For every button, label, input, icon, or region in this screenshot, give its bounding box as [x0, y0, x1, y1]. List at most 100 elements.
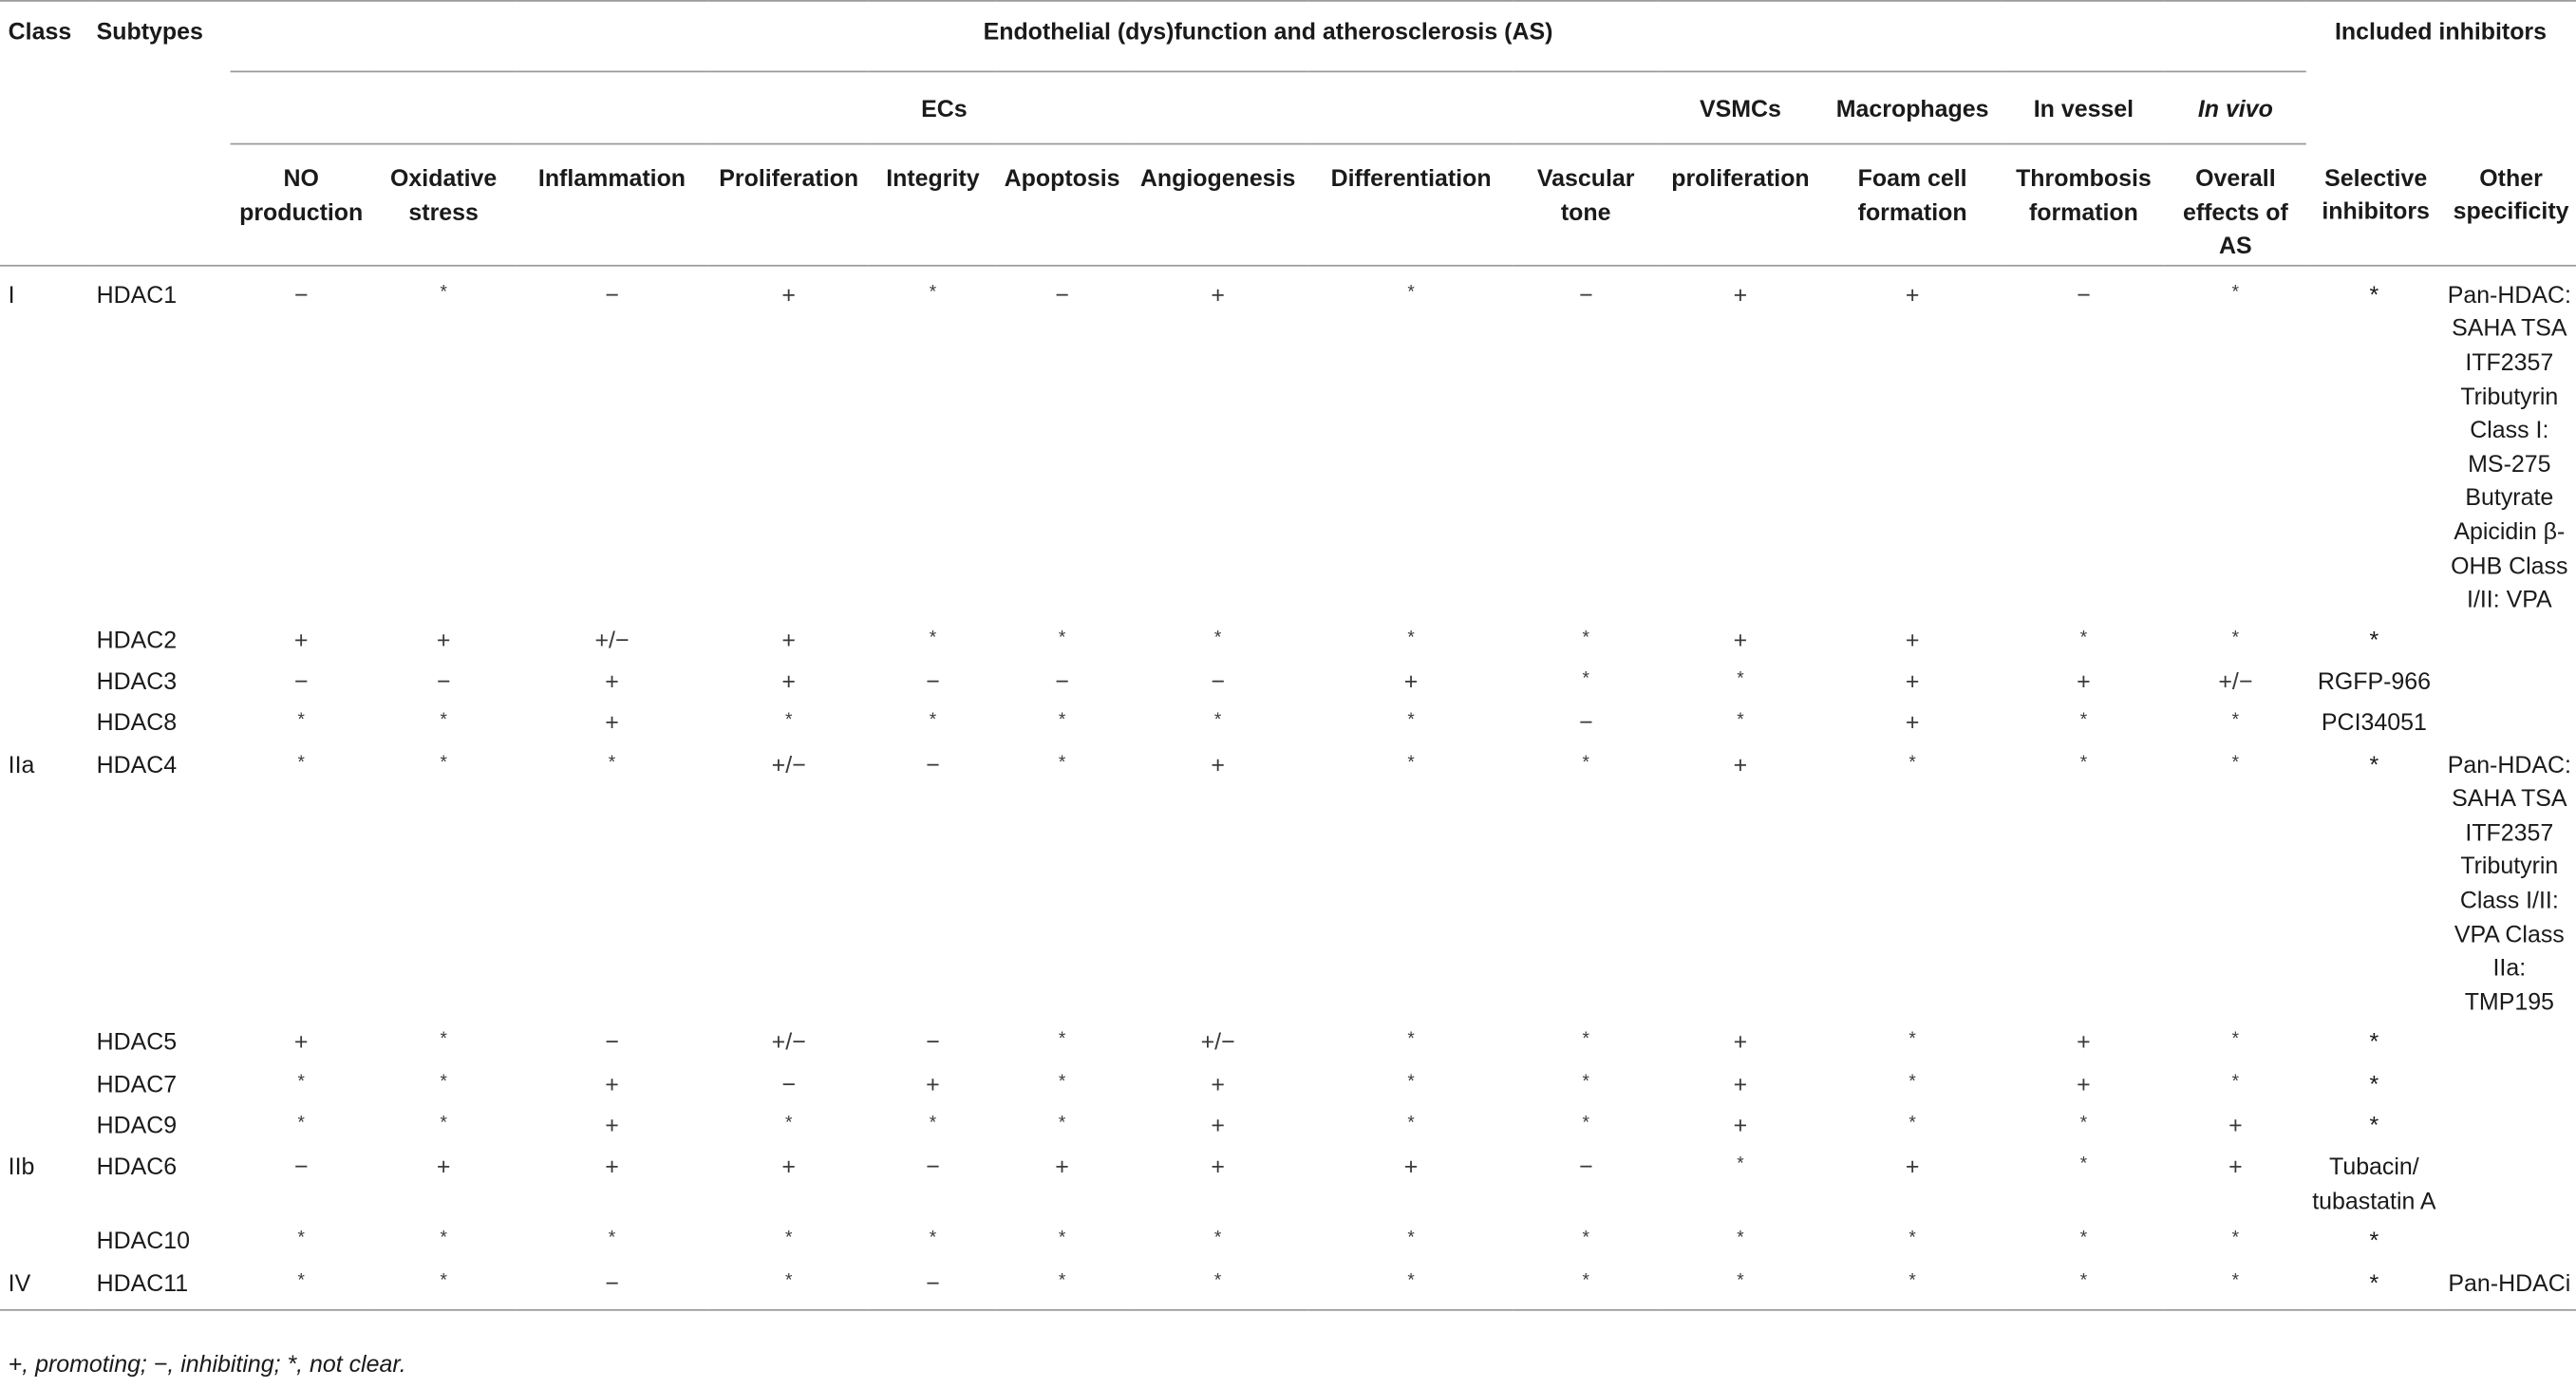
effect-cell: *	[371, 1267, 516, 1312]
class-cell	[0, 1026, 93, 1068]
subtype-cell: HDAC4	[96, 752, 178, 779]
effect-cell: *	[440, 1029, 447, 1050]
effect-cell: +	[1733, 1029, 1748, 1057]
effect-cell: *	[2231, 710, 2240, 731]
effect-cell: +/−	[771, 1029, 806, 1057]
column-header: Oxidative stress	[371, 143, 516, 267]
effect-cell: *	[929, 1229, 937, 1249]
effect-cell: +/−	[2218, 668, 2253, 696]
effect-cell: +	[605, 1071, 619, 1098]
effect-cell: *	[1307, 1267, 1514, 1312]
table-row: IIa HDAC4 * * * +/− − * + * * + * * * * Pan-HDAC: SAHA T…	[0, 749, 2576, 1026]
subtype-cell: HDAC2	[96, 627, 178, 654]
effect-cell: −	[1055, 282, 1069, 309]
class-cell	[0, 1068, 93, 1110]
effect-cell: *	[929, 710, 937, 731]
table-row: HDAC3 − − + + − − − + * * + + +/− RGFP-966	[0, 666, 2576, 707]
effect-cell: +	[781, 627, 796, 654]
selective-inhibitor-cell: *	[2369, 1071, 2379, 1098]
effect-cell: *	[2231, 1071, 2240, 1092]
subtype-cell: HDAC11	[93, 1267, 231, 1312]
effect-cell: *	[1908, 1029, 1916, 1050]
subtype-cell: HDAC7	[96, 1071, 178, 1098]
column-header: Differentiation	[1307, 143, 1514, 267]
effect-cell: *	[1908, 1229, 1916, 1249]
effect-cell: +	[1905, 1154, 1920, 1182]
column-header: Foam cell formation	[1823, 143, 2003, 267]
effect-cell: *	[784, 1113, 793, 1134]
class-cell	[0, 624, 93, 666]
in-vessel-header: In vessel	[2002, 71, 2166, 145]
col-class-header: Class	[0, 0, 94, 72]
effect-cell: *	[1213, 627, 1222, 647]
effect-cell: *	[440, 282, 447, 303]
subtype-cell: HDAC5	[96, 1029, 178, 1057]
effect-cell: *	[1407, 710, 1415, 731]
effect-cell: +	[1733, 1071, 1748, 1098]
effect-cell: *	[608, 1229, 616, 1249]
effect-cell: +	[2077, 1071, 2091, 1098]
vsmcs-header: VSMCs	[1657, 71, 1824, 145]
other-specificity-cell: Pan-HDAC: SAHA TSA ITF2357 Tributyrin Cl…	[2447, 282, 2571, 614]
effect-cell: *	[297, 1071, 305, 1092]
selective-inhibitor-cell: *	[2369, 1029, 2379, 1057]
effect-cell: *	[440, 752, 447, 773]
col-subtypes-header: Subtypes	[93, 0, 231, 72]
effect-cell: *	[2079, 627, 2088, 647]
effect-cell: *	[440, 1071, 447, 1092]
effect-cell: −	[926, 668, 940, 696]
selective-inhibitor-cell: *	[2369, 1113, 2379, 1140]
effect-cell: *	[1127, 1267, 1308, 1312]
effect-cell: −	[293, 668, 309, 696]
effect-cell: −	[1211, 668, 1225, 696]
effect-cell: +/−	[771, 752, 806, 779]
effect-cell: *	[1908, 752, 1916, 773]
effect-cell: +	[2077, 1029, 2091, 1057]
effect-cell: *	[784, 1229, 793, 1249]
effect-cell: *	[2165, 1267, 2306, 1312]
table-row: HDAC7 * * + − + * + * * + * + * *	[0, 1068, 2576, 1110]
subtype-cell: HDAC10	[96, 1229, 191, 1256]
effect-cell: *	[2002, 1267, 2166, 1312]
effect-cell: *	[2079, 710, 2088, 731]
subtype-cell: HDAC1	[96, 282, 178, 309]
selective-inhibitor-cell: RGFP-966	[2317, 668, 2431, 696]
effect-cell: −	[1055, 668, 1069, 696]
effect-cell: +	[1905, 627, 1920, 654]
table-row: I HDAC1 − * − + * − + * − + + − * * Pan-HDAC: SAHA TSA I…	[0, 265, 2576, 624]
effect-cell: *	[297, 752, 305, 773]
other-specificity-cell	[2446, 707, 2576, 749]
effect-cell: *	[440, 710, 447, 731]
effect-cell: *	[1058, 627, 1066, 647]
effect-cell: −	[2077, 282, 2091, 309]
group-title: Endothelial (dys)function and atheroscle…	[230, 0, 2306, 73]
effect-cell: *	[929, 1113, 937, 1134]
effect-cell: *	[1213, 1229, 1222, 1249]
selective-inhibitor-cell: *	[2369, 1229, 2379, 1256]
other-specificity-cell: Pan-HDAC: SAHA TSA ITF2357 Tributyrin Cl…	[2447, 752, 2571, 1017]
effect-cell: −	[436, 668, 451, 696]
effect-cell: +	[1733, 1113, 1748, 1140]
effect-cell: *	[1582, 1029, 1589, 1050]
effect-cell: −	[869, 1267, 997, 1312]
effect-cell: +	[1905, 668, 1920, 696]
effect-cell: *	[1407, 1029, 1415, 1050]
effect-cell: +	[1905, 282, 1920, 309]
effect-cell: +	[605, 1154, 619, 1182]
effect-cell: −	[926, 1154, 940, 1182]
subtype-cell: HDAC6	[96, 1154, 178, 1182]
class-cell	[0, 666, 93, 707]
class-cell	[0, 1226, 93, 1267]
effect-cell: *	[2231, 1229, 2240, 1249]
effect-cell: *	[1058, 1229, 1066, 1249]
class-cell: I	[8, 282, 15, 309]
effect-cell: *	[1407, 1071, 1415, 1092]
effect-cell: +	[436, 1154, 451, 1182]
effect-cell: *	[1908, 1071, 1916, 1092]
column-header: Inflammation	[515, 143, 709, 267]
effect-cell: *	[440, 1229, 447, 1249]
inhibitors-title: Included inhibitors	[2305, 0, 2576, 72]
selective-inhibitor-cell: *	[2369, 627, 2379, 654]
effect-cell: *	[1058, 1029, 1066, 1050]
effect-cell: *	[297, 710, 305, 731]
